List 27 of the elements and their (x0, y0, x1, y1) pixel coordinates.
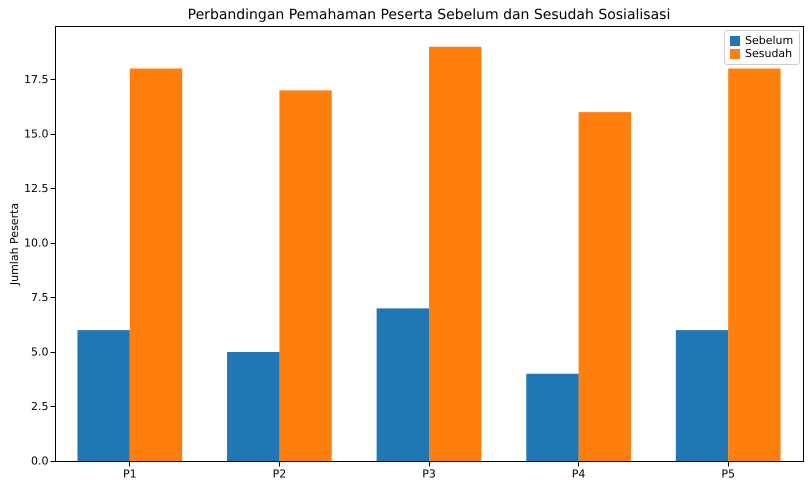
y-tick-label: 5.0 (31, 345, 48, 358)
x-tick-label: P1 (122, 468, 137, 480)
bar (130, 68, 182, 461)
bar (227, 352, 280, 461)
bar (279, 90, 332, 461)
legend-label: Sesudah (745, 47, 792, 60)
bar (676, 330, 728, 461)
y-axis-title: Jumlah Peserta (8, 202, 22, 286)
x-tick-label: P2 (272, 468, 286, 480)
chart-title: Perbandingan Pemahaman Peserta Sebelum dan Sesudah Sosialisasi (188, 7, 670, 23)
bar (77, 330, 130, 461)
x-tick-label: P4 (572, 468, 586, 480)
y-tick-label: 10.0 (24, 236, 48, 250)
bar (728, 68, 781, 461)
y-tick-label: 15.0 (24, 127, 48, 140)
y-tick-label: 7.5 (31, 290, 48, 304)
bar (376, 308, 429, 461)
bar (526, 374, 579, 461)
y-tick-label: 2.5 (31, 400, 48, 413)
y-tick-label: 12.5 (24, 182, 48, 195)
bar (578, 112, 631, 461)
y-tick-label: 17.5 (24, 72, 48, 86)
x-tick-label: P3 (422, 468, 436, 480)
legend-label: Sebelum (745, 34, 794, 47)
y-tick-label: 0.0 (31, 454, 48, 468)
x-tick-label: P5 (721, 468, 736, 480)
bar (429, 46, 482, 461)
